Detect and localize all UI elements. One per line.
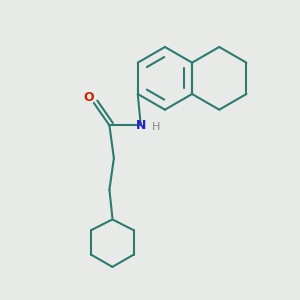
Text: H: H: [152, 122, 160, 132]
Text: O: O: [83, 91, 94, 104]
Text: N: N: [136, 119, 146, 132]
